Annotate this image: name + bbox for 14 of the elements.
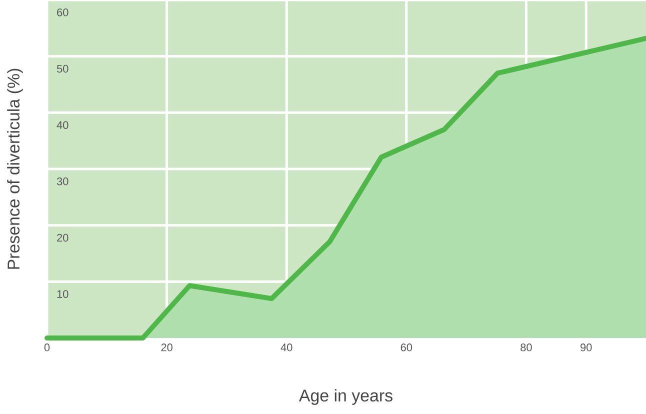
x-tick-label: 40: [280, 344, 292, 352]
y-tick-label: 40: [56, 121, 68, 129]
y-tick-label: 20: [57, 234, 68, 242]
y-tick-label: 60: [57, 8, 68, 16]
y-axis-title: Presence of diverticula (%): [7, 68, 23, 269]
x-tick-label: 90: [580, 344, 592, 352]
x-tick-label: 80: [520, 344, 532, 352]
x-axis-title: Age in years: [298, 389, 392, 405]
x-tick-label: 20: [161, 344, 172, 352]
y-tick-label: 10: [57, 290, 68, 298]
x-tick-label: 0: [44, 344, 50, 352]
y-tick-label: 30: [56, 178, 68, 186]
y-tick-label: 50: [56, 64, 68, 73]
x-tick-label: 60: [400, 344, 412, 352]
